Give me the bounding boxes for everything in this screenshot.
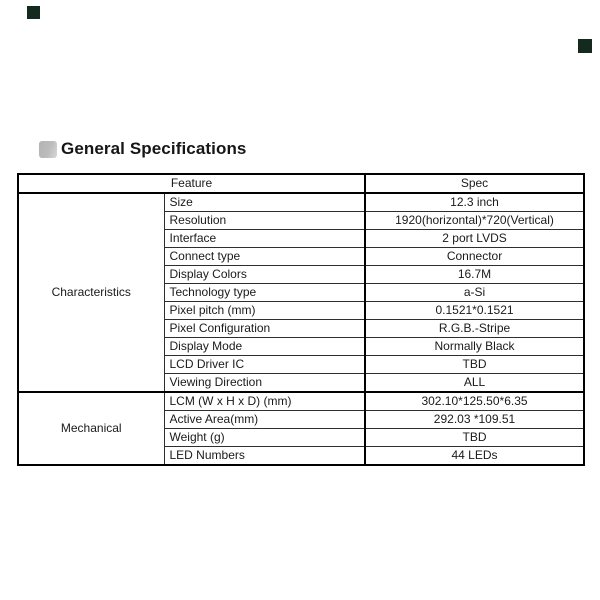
spec-cell: 2 port LVDS [364, 229, 585, 248]
table-row: Connect type Connector [18, 247, 585, 266]
group-label-characteristics: Characteristics [17, 192, 165, 393]
feature-cell: LCM (W x H x D) (mm) [163, 391, 366, 411]
spec-cell: 302.10*125.50*6.35 [364, 391, 585, 411]
spec-table: Feature Spec Characteristics Size 12.3 i… [17, 173, 586, 466]
spec-cell: 1920(horizontal)*720(Vertical) [364, 211, 585, 230]
spec-cell: TBD [364, 428, 585, 447]
table-row: Display Mode Normally Black [18, 337, 585, 356]
section-bullet-icon [39, 140, 57, 158]
feature-cell: Weight (g) [163, 428, 366, 447]
feature-cell: Pixel pitch (mm) [163, 301, 366, 320]
page-title: General Specifications [61, 139, 247, 158]
spec-cell: TBD [364, 355, 585, 374]
header-row: Feature Spec [17, 173, 585, 194]
feature-cell: Size [163, 192, 366, 212]
feature-cell: LED Numbers [163, 446, 366, 466]
feature-cell: Display Mode [163, 337, 366, 356]
column-header-spec: Spec [364, 173, 585, 194]
feature-cell: Display Colors [163, 265, 366, 284]
table-row: Technology type a-Si [18, 283, 585, 302]
table-row: Characteristics Size 12.3 inch [17, 192, 585, 393]
spec-cell: Connector [364, 247, 585, 266]
spec-cell: Normally Black [364, 337, 585, 356]
table-row: Pixel Configuration R.G.B.-Stripe [18, 319, 585, 338]
spec-cell: 12.3 inch [364, 192, 585, 212]
feature-cell: Resolution [163, 211, 366, 230]
spec-cell: 0.1521*0.1521 [364, 301, 585, 320]
feature-cell: Viewing Direction [163, 373, 366, 393]
spec-cell: R.G.B.-Stripe [364, 319, 585, 338]
column-header-feature: Feature [17, 173, 366, 194]
table-row: LED Numbers 44 LEDs [18, 446, 585, 466]
feature-cell: Active Area(mm) [163, 410, 366, 429]
spec-cell: ALL [364, 373, 585, 393]
group-label-mechanical: Mechanical [17, 391, 165, 466]
section-title: General Specifications [39, 139, 247, 159]
spec-cell: 16.7M [364, 265, 585, 284]
feature-cell: Pixel Configuration [163, 319, 366, 338]
feature-cell: Connect type [163, 247, 366, 266]
spec-cell: 292.03 *109.51 [364, 410, 585, 429]
table-row: Weight (g) TBD [18, 428, 585, 447]
corner-mark-top-left-icon [27, 6, 40, 19]
table-row: LCD Driver IC TBD [18, 355, 585, 374]
table-row: Mechanical LCM (W x H x D) (mm) 302.10*1… [17, 391, 585, 466]
feature-cell: LCD Driver IC [163, 355, 366, 374]
spec-cell: 44 LEDs [364, 446, 585, 466]
corner-mark-top-right-icon [578, 39, 592, 53]
table-row: Active Area(mm) 292.03 *109.51 [18, 410, 585, 429]
spec-cell: a-Si [364, 283, 585, 302]
table-row: Viewing Direction ALL [18, 373, 585, 393]
feature-cell: Interface [163, 229, 366, 248]
feature-cell: Technology type [163, 283, 366, 302]
